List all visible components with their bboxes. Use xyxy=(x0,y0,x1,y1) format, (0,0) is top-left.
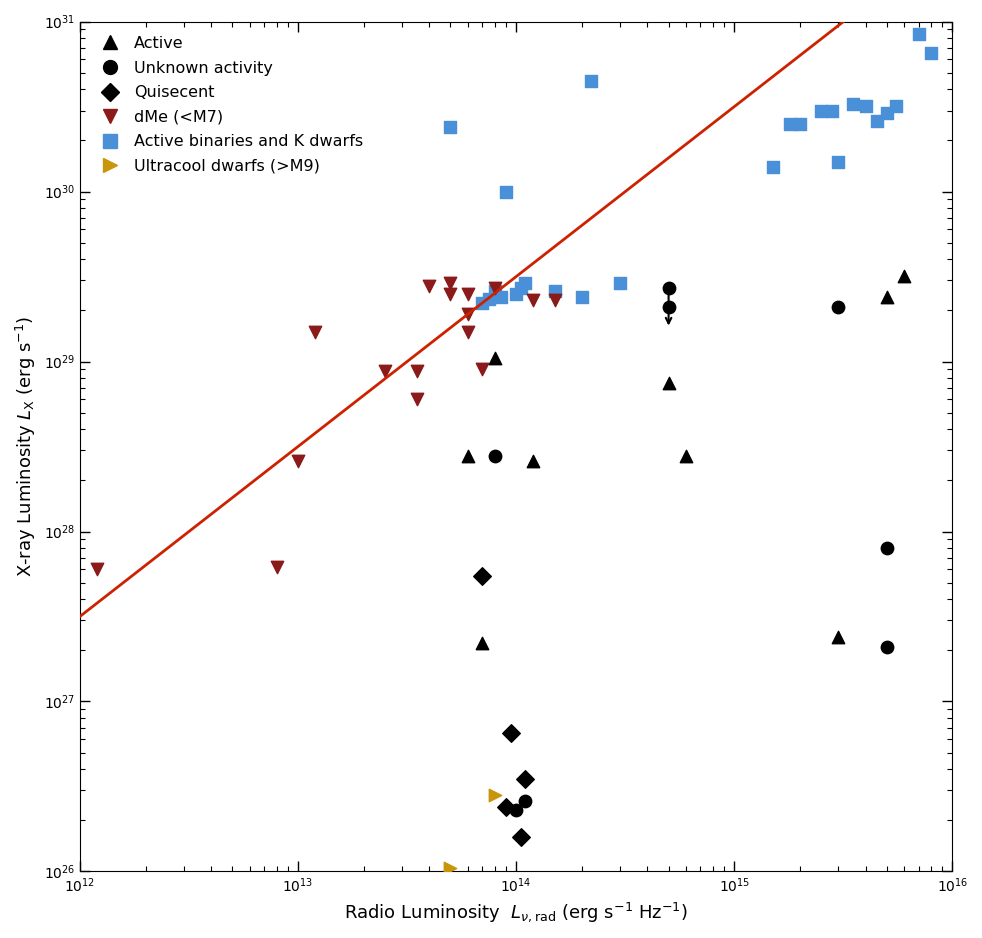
Point xyxy=(509,286,524,301)
Point xyxy=(888,98,903,113)
Point xyxy=(89,562,105,577)
Point xyxy=(583,73,599,88)
Point xyxy=(421,278,437,293)
Point xyxy=(498,184,514,199)
Point xyxy=(897,268,912,283)
Point xyxy=(879,639,895,654)
Point xyxy=(547,283,563,298)
Point xyxy=(518,771,533,786)
Point xyxy=(857,98,873,113)
Point xyxy=(481,291,497,306)
Point xyxy=(377,364,393,379)
Point xyxy=(525,293,541,308)
Point xyxy=(661,299,677,314)
Point xyxy=(487,788,503,803)
Point xyxy=(547,293,563,308)
Point xyxy=(525,453,541,468)
Point xyxy=(487,280,503,295)
Point xyxy=(487,351,503,366)
Point xyxy=(474,636,490,651)
Point xyxy=(474,362,490,377)
Point xyxy=(493,290,509,305)
Point xyxy=(513,829,528,844)
Point xyxy=(879,106,895,121)
Point xyxy=(460,325,475,340)
Point xyxy=(460,286,475,301)
Point xyxy=(661,280,677,295)
Point xyxy=(879,290,895,305)
Point xyxy=(474,295,490,310)
Legend: Active, Unknown activity, Quisecent, dMe (<M7), Active binaries and K dwarfs, Ul: Active, Unknown activity, Quisecent, dMe… xyxy=(87,30,369,180)
Point xyxy=(443,860,459,875)
Point xyxy=(910,26,926,41)
Point xyxy=(831,154,846,169)
Point xyxy=(504,726,519,741)
Point xyxy=(443,276,459,291)
Point xyxy=(846,96,861,111)
Point xyxy=(678,448,693,463)
Point xyxy=(290,453,305,468)
Point xyxy=(813,103,829,118)
Point xyxy=(409,392,424,407)
Point xyxy=(443,119,459,134)
X-axis label: Radio Luminosity  $L_{\nu,\rm rad}$ (erg s$^{-1}$ Hz$^{-1}$): Radio Luminosity $L_{\nu,\rm rad}$ (erg … xyxy=(344,900,688,924)
Point xyxy=(474,568,490,583)
Point xyxy=(487,283,503,298)
Point xyxy=(613,276,628,291)
Point xyxy=(460,448,475,463)
Point xyxy=(831,629,846,644)
Point xyxy=(518,794,533,809)
Point xyxy=(661,375,677,390)
Point xyxy=(513,280,528,295)
Point xyxy=(765,159,781,174)
Point xyxy=(879,540,895,555)
Point xyxy=(573,290,589,305)
Point xyxy=(792,116,808,131)
Point xyxy=(443,286,459,301)
Point xyxy=(518,276,533,291)
Point xyxy=(498,799,514,814)
Y-axis label: X-ray Luminosity $L_{\rm X}$ (erg s$^{-1}$): X-ray Luminosity $L_{\rm X}$ (erg s$^{-1… xyxy=(14,316,38,577)
Point xyxy=(509,802,524,817)
Point xyxy=(824,103,840,118)
Point xyxy=(869,113,885,129)
Point xyxy=(487,448,503,463)
Point xyxy=(269,559,285,574)
Point xyxy=(460,307,475,322)
Point xyxy=(923,46,939,61)
Point xyxy=(782,116,797,131)
Point xyxy=(831,299,846,314)
Point xyxy=(409,364,424,379)
Point xyxy=(307,325,323,340)
